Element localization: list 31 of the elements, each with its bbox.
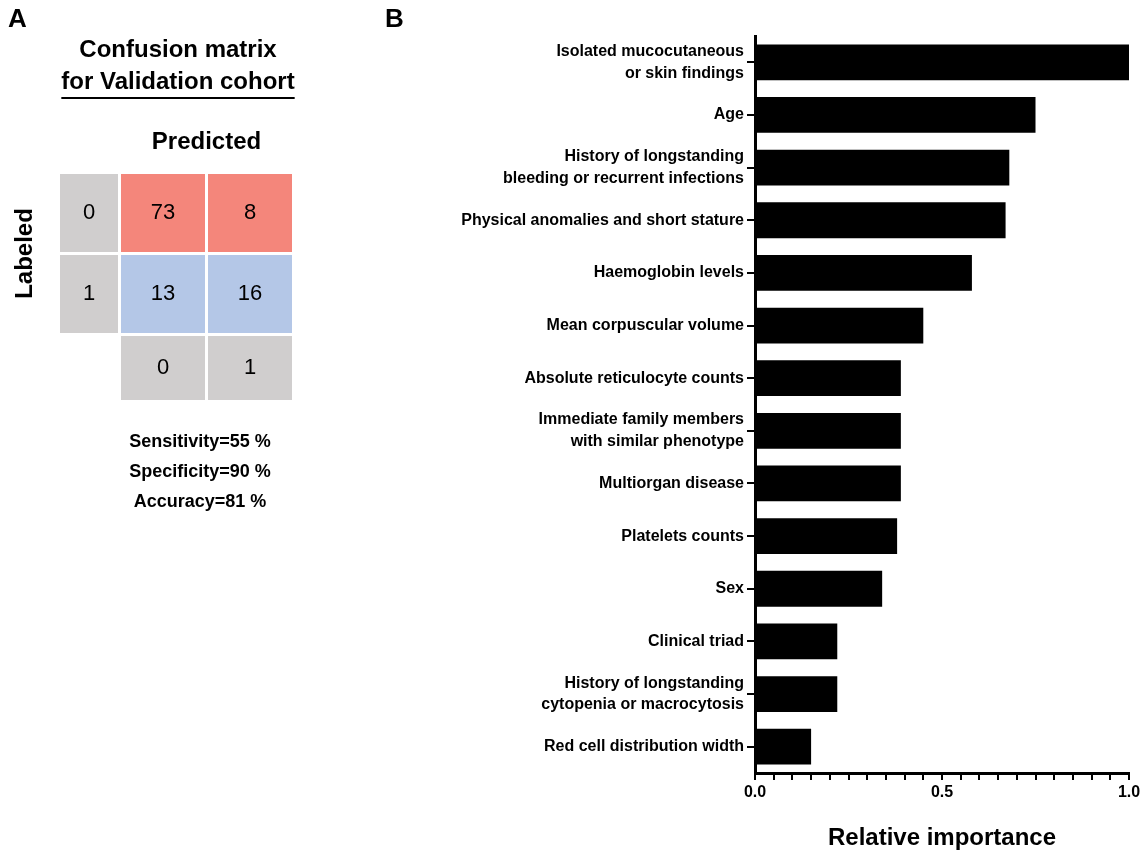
- y-tick-label: History of longstanding cytopenia or macrocytosis: [541, 673, 745, 713]
- y-tick-label: Physical anomalies and short stature: [461, 210, 745, 228]
- y-tick-label: Multiorgan disease: [599, 473, 745, 491]
- x-axis-title: Relative importance: [827, 823, 1057, 851]
- y-tick-label: Mean corpuscular volume: [546, 315, 745, 333]
- x-axis-title: Predicted: [151, 126, 262, 154]
- text: A: [8, 3, 27, 34]
- y-tick-label: Platelets counts: [621, 526, 745, 544]
- data-label: 8: [243, 199, 257, 225]
- text: Accuracy=81 %: [133, 490, 267, 511]
- text: B: [385, 3, 404, 34]
- y-tick-label: Isolated mucocutaneous or skin findings: [556, 41, 745, 81]
- x-tick-label: 1.0: [1117, 783, 1141, 801]
- text: Sensitivity=55 %: [129, 430, 271, 451]
- data-label: 16: [237, 280, 263, 306]
- text: Specificity=90 %: [129, 460, 271, 481]
- data-label: 73: [150, 199, 176, 225]
- y-tick-label: Clinical triad: [647, 631, 744, 649]
- y-axis-title: Labeled: [9, 208, 37, 299]
- y-tick-label: Haemoglobin levels: [593, 263, 745, 281]
- y-tick-label: Immediate family members with similar phenotype: [538, 410, 745, 450]
- chart-subtitle: for Validation cohort: [61, 66, 295, 94]
- y-tick-label: Red cell distribution width: [544, 737, 744, 755]
- x-tick-label: 0.5: [930, 783, 954, 801]
- data-label: 13: [150, 280, 176, 306]
- chart-title: Confusion matrix: [79, 34, 278, 62]
- y-tick-label: Age: [713, 105, 745, 123]
- y-tick-label: Absolute reticulocyte counts: [524, 368, 745, 386]
- x-tick-label: 0.0: [743, 783, 767, 801]
- y-tick-label: Sex: [715, 579, 745, 597]
- y-tick-label: History of longstanding bleeding or recurrent infections: [503, 147, 745, 186]
